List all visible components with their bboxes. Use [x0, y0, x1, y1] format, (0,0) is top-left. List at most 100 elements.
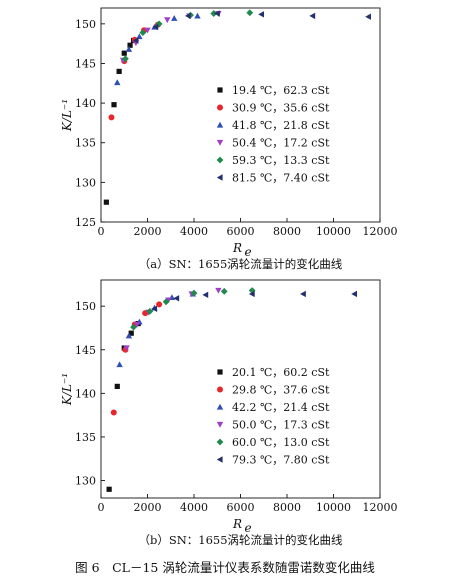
- x-tick-label: 4000: [180, 501, 208, 514]
- legend-marker: [216, 174, 223, 181]
- series-1: [110, 301, 163, 416]
- data-point: [309, 12, 316, 20]
- x-tick-label: 0: [98, 501, 105, 514]
- chart-caption: （a）SN：1655涡轮流量计的变化曲线: [139, 257, 343, 271]
- legend-marker: [217, 386, 223, 393]
- x-tick-label: 12000: [363, 501, 398, 514]
- data-point: [164, 17, 171, 24]
- y-tick-label: 140: [75, 387, 96, 400]
- legend-marker: [216, 456, 223, 463]
- data-point: [351, 290, 358, 298]
- legend-marker: [217, 87, 223, 93]
- series-5: [132, 10, 371, 44]
- data-point: [184, 12, 191, 20]
- data-point: [300, 290, 306, 298]
- y-tick-label: 150: [75, 300, 96, 313]
- data-point: [156, 301, 163, 308]
- chart-a: 0 2000 4000 6000 8000 10000 12000 125 130 135 140 1…: [60, 7, 398, 271]
- x-tick-label: 8000: [273, 225, 301, 238]
- data-point: [108, 114, 115, 121]
- x-axis-label-subscript: e: [245, 245, 252, 259]
- x-tick-label: 10000: [316, 225, 351, 238]
- data-point: [246, 9, 254, 17]
- y-tick-label: 130: [75, 475, 96, 488]
- x-axis-label: R: [232, 241, 242, 255]
- y-tick-label: 135: [75, 137, 96, 150]
- legend-label: 81.5 ℃，7.40 cSt: [232, 172, 330, 185]
- x-tick-label: 10000: [316, 501, 351, 514]
- x-tick-label: 12000: [363, 225, 398, 238]
- legend-label: 60.0 ℃，13.0 cSt: [232, 436, 330, 449]
- data-point: [110, 409, 117, 416]
- legend-label: 79.3 ℃，7.80 cSt: [232, 454, 330, 467]
- data-point: [210, 10, 218, 17]
- legend-label: 59.3 ℃，13.3 cSt: [232, 154, 330, 167]
- y-tick-label: 145: [75, 344, 96, 357]
- data-point: [248, 290, 255, 298]
- data-point: [111, 102, 117, 108]
- data-point: [194, 12, 201, 19]
- legend-label: 50.4 ℃，17.2 cSt: [232, 137, 330, 150]
- x-tick-label: 6000: [227, 501, 255, 514]
- data-point: [146, 307, 154, 315]
- x-tick-label: 0: [98, 225, 105, 238]
- data-point: [258, 11, 265, 18]
- data-point: [128, 330, 134, 336]
- data-point: [125, 332, 133, 339]
- data-point: [190, 289, 198, 297]
- legend-marker: [216, 139, 224, 146]
- data-point: [122, 55, 129, 63]
- legend-marker: [216, 421, 224, 428]
- data-point: [144, 27, 151, 34]
- data-point: [123, 345, 130, 352]
- y-axis-label: K/L⁻¹: [60, 373, 74, 406]
- legend-marker: [216, 438, 224, 446]
- y-tick-label: 125: [75, 216, 96, 229]
- x-tick-label: 4000: [180, 225, 208, 238]
- data-point: [215, 287, 222, 294]
- series-2: [116, 290, 197, 368]
- data-point: [214, 10, 220, 17]
- data-point: [116, 361, 123, 368]
- legend-marker: [216, 156, 224, 164]
- legend-label: 29.8 ℃，37.6 cSt: [232, 384, 330, 397]
- legend-label: 42.2 ℃，21.4 cSt: [232, 401, 330, 414]
- x-tick-label: 2000: [134, 501, 162, 514]
- data-point: [121, 50, 127, 56]
- data-point: [106, 486, 112, 492]
- data-point: [152, 23, 159, 31]
- data-point: [125, 46, 133, 52]
- legend-label: 19.4 ℃，62.3 cSt: [232, 84, 330, 97]
- data-point: [165, 297, 172, 304]
- legend-label: 50.0 ℃，17.3 cSt: [232, 419, 330, 432]
- y-tick-label: 150: [75, 18, 96, 31]
- data-point: [171, 15, 178, 21]
- plot-frame: [100, 7, 381, 223]
- data-point: [130, 323, 137, 331]
- y-tick-label: 140: [75, 97, 96, 110]
- series-0: [106, 321, 141, 492]
- figure-caption: 图 6 CL－15 涡轮流量计仪表系数随雷诺数变化曲线: [75, 560, 375, 575]
- y-tick-label: 145: [75, 57, 96, 70]
- data-point: [136, 33, 143, 40]
- data-point: [114, 79, 121, 86]
- y-tick-label: 135: [75, 431, 96, 444]
- data-point: [173, 295, 180, 302]
- legend-marker: [217, 104, 223, 111]
- data-point: [133, 321, 141, 328]
- legend-marker: [217, 369, 223, 375]
- x-axis-label: R: [232, 517, 242, 531]
- data-point: [132, 37, 139, 44]
- data-point: [151, 305, 158, 312]
- legend-label: 41.8 ℃，21.8 cSt: [232, 119, 330, 132]
- data-point: [114, 383, 120, 389]
- data-point: [365, 13, 371, 20]
- series-5: [151, 290, 358, 312]
- chart-caption: （b）SN：1655涡轮流量计的变化曲线: [138, 533, 343, 547]
- y-tick-label: 130: [75, 176, 96, 189]
- legend-label: 20.1 ℃，60.2 cSt: [232, 366, 330, 379]
- data-point: [116, 68, 122, 75]
- x-tick-label: 8000: [273, 501, 301, 514]
- data-point: [155, 20, 163, 28]
